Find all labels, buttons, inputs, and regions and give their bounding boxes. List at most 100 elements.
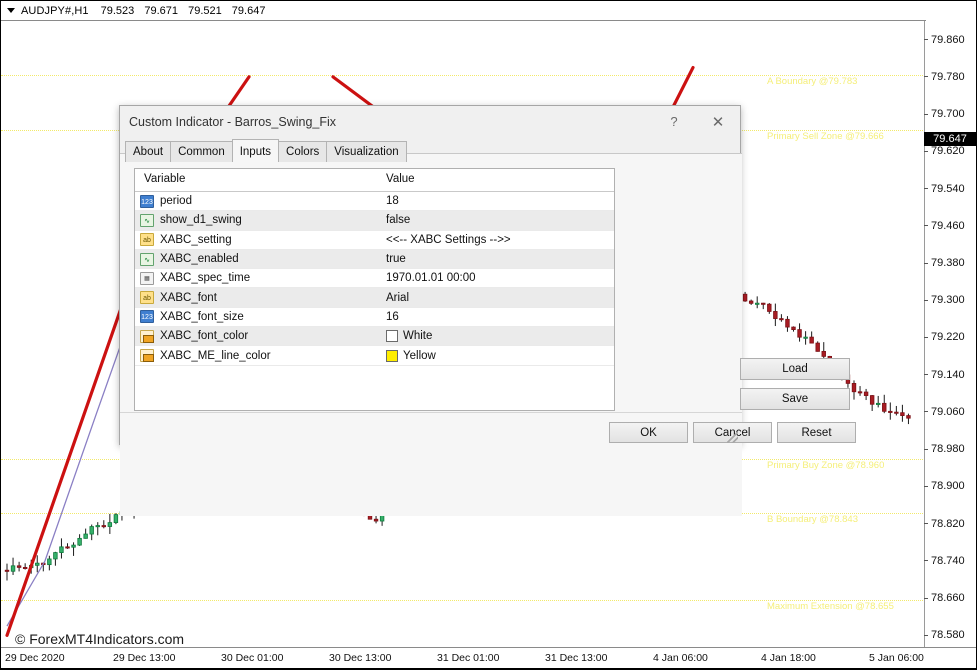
price-tick: 78.580 <box>924 629 976 642</box>
tick-mark-icon <box>924 262 928 264</box>
header-divider <box>1 20 926 21</box>
table-row[interactable]: ab XABC_font Arial <box>135 288 614 308</box>
reset-button[interactable]: Reset <box>777 422 856 443</box>
table-row[interactable]: ▦ XABC_spec_time 1970.01.01 00:00 <box>135 269 614 289</box>
variable-name: XABC_ME_line_color <box>160 349 271 362</box>
price-tick: 78.740 <box>924 554 976 567</box>
price-tick: 79.380 <box>924 257 976 270</box>
tab-inputs[interactable]: Inputs <box>231 139 280 162</box>
price-tick: 78.820 <box>924 517 976 530</box>
current-price-badge: 79.647 <box>924 131 976 146</box>
value-cell[interactable]: Arial <box>380 292 614 304</box>
price-tick: 79.540 <box>924 182 976 195</box>
value-text: 18 <box>386 195 399 208</box>
price-tick-label: 78.900 <box>931 480 965 493</box>
variable-cell: ∿ XABC_enabled <box>135 252 380 266</box>
table-row[interactable]: 123 XABC_font_size 16 <box>135 308 614 328</box>
variable-cell: ▦ XABC_spec_time <box>135 271 380 285</box>
bool-type-icon: ∿ <box>140 252 154 266</box>
value-cell[interactable]: <<-- XABC Settings -->> <box>380 234 614 246</box>
tick-mark-icon <box>924 113 928 115</box>
tick-mark-icon <box>924 448 928 450</box>
tab-colors[interactable]: Colors <box>278 141 328 162</box>
level-label: B Boundary @78.843 <box>767 513 858 525</box>
color-swatch[interactable] <box>386 330 398 343</box>
table-row[interactable]: XABC_font_color White <box>135 327 614 347</box>
str-type-icon: ab <box>140 233 154 247</box>
chart-menu-caret-icon[interactable] <box>7 8 15 13</box>
save-button[interactable]: Save <box>740 388 850 410</box>
tick-mark-icon <box>924 299 928 301</box>
price-tick: 79.780 <box>924 70 976 83</box>
value-cell[interactable]: false <box>380 214 614 226</box>
ohlc-low: 79.521 <box>188 4 222 17</box>
price-tick-label: 79.300 <box>931 294 965 307</box>
time-tick-label: 31 Dec 01:00 <box>437 652 500 664</box>
variable-cell: 123 XABC_font_size <box>135 310 380 324</box>
ok-button[interactable]: OK <box>609 422 688 443</box>
dialog-title-label: Custom Indicator - Barros_Swing_Fix <box>129 114 337 129</box>
date-type-icon: ▦ <box>140 271 154 285</box>
value-cell[interactable]: true <box>380 253 614 265</box>
tick-mark-icon <box>924 560 928 562</box>
time-tick-label: 30 Dec 13:00 <box>329 652 392 664</box>
price-tick-label: 78.820 <box>931 517 965 530</box>
variable-name: show_d1_swing <box>160 214 242 227</box>
tick-mark-icon <box>924 634 928 636</box>
table-header-row: Variable Value <box>135 169 614 192</box>
value-cell[interactable]: White <box>380 330 614 343</box>
inputs-table[interactable]: Variable Value 123 period 18 ∿ show_d1_swing… <box>134 168 615 411</box>
dialog-body: Variable Value 123 period 18 ∿ show_d1_swing… <box>120 153 742 516</box>
value-cell[interactable]: 16 <box>380 311 614 323</box>
tick-mark-icon <box>924 374 928 376</box>
load-button[interactable]: Load <box>740 358 850 380</box>
value-text: true <box>386 253 406 266</box>
ohlc-high: 79.671 <box>144 4 179 17</box>
value-cell[interactable]: 1970.01.01 00:00 <box>380 272 614 284</box>
color-swatch[interactable] <box>386 349 398 362</box>
dialog-title-bar[interactable]: Custom Indicator - Barros_Swing_Fix ? ✕ <box>120 106 740 137</box>
tick-mark-icon <box>924 39 928 41</box>
table-row[interactable]: XABC_ME_line_color Yellow <box>135 346 614 366</box>
price-tick: 79.700 <box>924 108 976 121</box>
price-tick: 78.980 <box>924 443 976 456</box>
price-tick: 78.900 <box>924 480 976 493</box>
value-cell[interactable]: Yellow <box>380 349 614 362</box>
price-axis[interactable]: 79.860 79.780 79.700 79.620 79.540 79.460 79.3… <box>924 1 976 649</box>
value-cell[interactable]: 18 <box>380 195 614 207</box>
price-tick: 79.860 <box>924 33 976 46</box>
table-row[interactable]: ab XABC_setting <<-- XABC Settings -->> <box>135 231 614 250</box>
table-row[interactable]: ∿ XABC_enabled true <box>135 249 614 270</box>
help-icon[interactable]: ? <box>670 114 678 129</box>
value-text: false <box>386 214 411 227</box>
close-icon[interactable]: ✕ <box>711 113 725 131</box>
price-tick: 79.620 <box>924 145 976 158</box>
price-tick: 78.660 <box>924 592 976 605</box>
variable-name: XABC_font_color <box>160 330 249 343</box>
level-label: Primary Sell Zone @79.666 <box>767 130 884 142</box>
resize-grip[interactable] <box>727 432 738 443</box>
price-tick: 79.220 <box>924 331 976 344</box>
variable-name: XABC_font_size <box>160 310 244 323</box>
table-row[interactable]: ∿ show_d1_swing false <box>135 211 614 231</box>
price-tick-label: 79.780 <box>931 70 965 83</box>
table-row[interactable]: 123 period 18 <box>135 192 614 212</box>
custom-indicator-dialog[interactable]: Custom Indicator - Barros_Swing_Fix ? ✕ … <box>119 105 856 516</box>
time-axis[interactable]: 29 Dec 2020 29 Dec 13:00 30 Dec 01:00 30 De… <box>1 647 976 669</box>
tab-visualization[interactable]: Visualization <box>326 141 407 162</box>
time-tick-label: 29 Dec 2020 <box>5 652 65 664</box>
price-tick-label: 79.860 <box>931 33 965 46</box>
price-tick: 79.060 <box>924 405 976 418</box>
dialog-tabs[interactable]: About Common Inputs Colors Visualization <box>125 139 740 162</box>
variable-name: XABC_spec_time <box>160 272 251 285</box>
tab-about[interactable]: About <box>125 141 172 162</box>
ohlc-close: 79.647 <box>231 4 266 17</box>
tick-mark-icon <box>924 336 928 338</box>
tab-common[interactable]: Common <box>170 141 233 162</box>
value-text: White <box>403 330 433 343</box>
variable-cell: ab XABC_font <box>135 291 380 305</box>
chart-ohlc-values: 79.523 79.671 79.521 79.647 <box>101 5 273 17</box>
column-header-value: Value <box>386 173 415 185</box>
variable-cell: 123 period <box>135 194 380 208</box>
